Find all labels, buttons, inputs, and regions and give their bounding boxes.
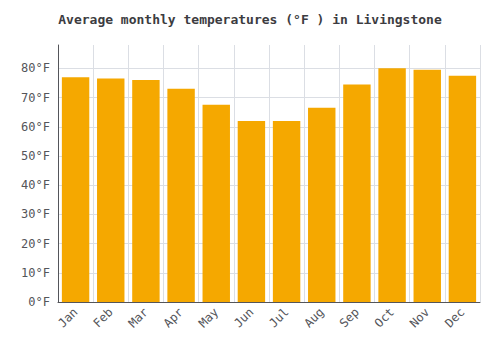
svg-text:0°F: 0°F (28, 295, 50, 309)
svg-text:80°F: 80°F (21, 61, 50, 75)
svg-text:70°F: 70°F (21, 91, 50, 105)
svg-text:20°F: 20°F (21, 237, 50, 251)
svg-text:Jun: Jun (231, 305, 256, 330)
svg-text:Dec: Dec (442, 305, 467, 330)
svg-text:Average monthly temperatures (: Average monthly temperatures (°F ) in Li… (58, 12, 442, 27)
svg-text:60°F: 60°F (21, 120, 50, 134)
svg-text:Jul: Jul (266, 305, 291, 330)
svg-text:Apr: Apr (161, 305, 186, 330)
svg-text:Aug: Aug (301, 305, 326, 330)
svg-text:10°F: 10°F (21, 266, 50, 280)
svg-text:Feb: Feb (90, 305, 115, 330)
svg-text:Nov: Nov (407, 305, 432, 330)
svg-text:Sep: Sep (337, 305, 362, 330)
svg-text:40°F: 40°F (21, 178, 50, 192)
svg-text:Mar: Mar (126, 305, 151, 330)
svg-text:50°F: 50°F (21, 149, 50, 163)
svg-text:May: May (196, 305, 221, 330)
svg-text:Oct: Oct (372, 305, 397, 330)
svg-text:Jan: Jan (55, 305, 80, 330)
svg-text:30°F: 30°F (21, 207, 50, 221)
